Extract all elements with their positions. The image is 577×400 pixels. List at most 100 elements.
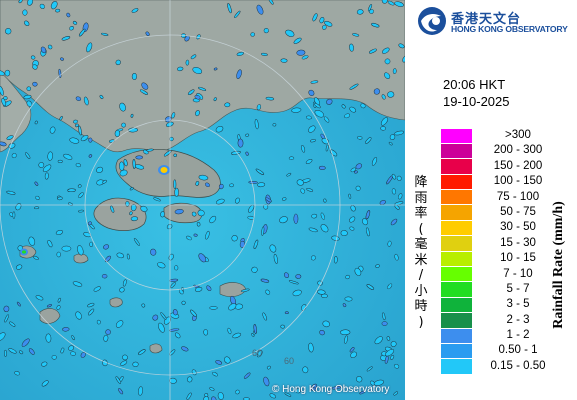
- hko-logo[interactable]: 香港天文台 HONG KONG OBSERVATORY: [417, 6, 577, 42]
- legend-row: 7 - 10: [441, 267, 541, 282]
- rain-echo: [69, 137, 80, 144]
- rain-echo: [68, 345, 74, 351]
- radar-map[interactable]: [0, 0, 405, 400]
- rain-echo: [326, 98, 333, 105]
- rain-echo: [152, 314, 159, 321]
- rain-echo: [323, 116, 330, 123]
- rain-echo: [311, 213, 318, 219]
- rain-echo: [344, 296, 353, 302]
- legend-label: 50 - 75: [500, 205, 536, 218]
- rain-echo: [86, 42, 93, 53]
- axis-label-cn-char: 時: [414, 299, 428, 314]
- legend-swatch: [441, 220, 472, 236]
- rain-echo: [284, 392, 292, 397]
- rain-echo: [205, 182, 210, 188]
- rain-echo: [253, 323, 257, 334]
- rain-echo: [169, 278, 179, 282]
- rain-echo: [77, 184, 82, 188]
- legend-label: 0.15 - 0.50: [490, 359, 546, 372]
- rain-echo: [260, 278, 270, 283]
- rain-echo: [375, 264, 380, 268]
- rain-echo: [125, 201, 130, 207]
- rain-echo: [30, 55, 36, 60]
- rain-echo: [314, 103, 321, 109]
- rain-echo: [256, 4, 264, 15]
- rain-echo: [130, 216, 139, 222]
- axis-label-cn-char: 率: [414, 206, 428, 221]
- rain-echo: [93, 286, 101, 292]
- rain-echo: [224, 102, 231, 108]
- legend-label: 10 - 15: [500, 252, 536, 265]
- rain-echo: [344, 113, 351, 119]
- rain-echo: [119, 161, 125, 171]
- rain-echo: [352, 33, 360, 37]
- rain-echo: [203, 329, 209, 336]
- rain-echo: [360, 103, 366, 109]
- legend-label: 3 - 5: [506, 298, 530, 311]
- rain-echo: [292, 289, 302, 297]
- rain-echo: [46, 304, 52, 308]
- legend-row: 50 - 75: [441, 205, 541, 220]
- rain-echo: [47, 151, 53, 161]
- rain-echo: [354, 267, 362, 276]
- rain-echo: [349, 106, 357, 113]
- rain-echo: [9, 321, 16, 327]
- rain-echo: [153, 197, 161, 202]
- rain-echo: [4, 349, 7, 357]
- rain-echo: [190, 309, 197, 317]
- rain-echo: [118, 388, 124, 395]
- rain-echo: [388, 141, 393, 146]
- rain-echo: [35, 195, 40, 200]
- rain-echo: [392, 68, 397, 74]
- rain-echo: [190, 54, 197, 60]
- rain-echo: [317, 289, 326, 295]
- rain-echo: [236, 69, 242, 79]
- rain-echo: [348, 193, 352, 199]
- rain-echo: [88, 154, 93, 158]
- legend-swatch: [441, 297, 472, 313]
- rain-echo: [394, 130, 405, 136]
- rain-echo: [132, 361, 139, 368]
- rain-echo: [263, 376, 270, 387]
- rain-echo: [195, 181, 200, 186]
- legend-swatch: [441, 282, 472, 297]
- rain-echo: [120, 360, 128, 366]
- rain-echo: [56, 305, 61, 310]
- rain-echo: [121, 122, 126, 128]
- rain-echo: [80, 135, 89, 142]
- rain-echo: [237, 138, 244, 148]
- legend-row: 2 - 3: [441, 313, 541, 328]
- rain-echo: [101, 274, 108, 279]
- rain-echo: [215, 125, 224, 133]
- rain-echo: [119, 102, 126, 112]
- rain-echo: [22, 9, 28, 16]
- rain-echo: [251, 333, 255, 337]
- rain-echo: [24, 20, 30, 27]
- rain-echo: [209, 306, 218, 310]
- rain-echo: [341, 104, 346, 109]
- legend-row: 200 - 300: [441, 143, 542, 159]
- rain-echo: [6, 190, 16, 195]
- legend-row: 30 - 50: [441, 220, 541, 236]
- rain-echo: [279, 216, 288, 224]
- rain-echo: [323, 198, 327, 203]
- rain-echo: [320, 224, 329, 233]
- rain-echo: [198, 86, 207, 91]
- rain-echo: [102, 180, 107, 184]
- rain-echo: [318, 165, 326, 170]
- rain-echo: [163, 150, 172, 157]
- rain-echo: [89, 241, 94, 248]
- rain-echo: [44, 172, 49, 180]
- legend-row: 0.15 - 0.50: [441, 359, 545, 374]
- rain-echo: [398, 193, 403, 200]
- rain-echo: [32, 81, 38, 87]
- rain-echo: [342, 303, 347, 308]
- rain-echo: [49, 126, 56, 134]
- rain-echo: [293, 37, 302, 44]
- rain-echo: [138, 349, 146, 355]
- rain-echo: [353, 170, 358, 174]
- rain-echo: [14, 371, 20, 376]
- rain-echo: [350, 205, 356, 212]
- rain-echo: [169, 328, 180, 332]
- rain-echo: [301, 144, 306, 153]
